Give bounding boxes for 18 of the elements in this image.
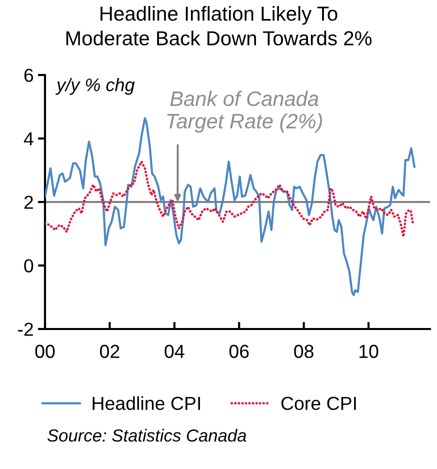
y-tick-label: 4 [24,132,34,146]
y-tick-label: -2 [18,322,33,336]
y-tick-label: 6 [24,68,34,82]
legend-label: Core CPI [281,396,356,410]
y-tick-label: 2 [24,196,33,209]
x-tick-label: 06 [229,344,249,358]
x-tick-label: 10 [360,344,378,358]
y-tick-label: 0 [24,259,34,272]
source-note: Source: Statistics Canada [47,428,246,442]
annotation: Bank of Canada Target Rate (2%) [167,90,322,133]
chart-title: Headline Inflation Likely To Moderate Back Down Towards 2% [66,6,372,46]
x-tick-label: 00 [35,344,55,358]
x-tick-label: 02 [100,344,120,358]
legend-label: Headline CPI [92,396,200,410]
y-axis-title: y/y % chg [56,78,135,95]
x-tick-label: 04 [164,344,184,358]
x-tick-label: 08 [294,344,314,358]
line-series [45,160,414,238]
